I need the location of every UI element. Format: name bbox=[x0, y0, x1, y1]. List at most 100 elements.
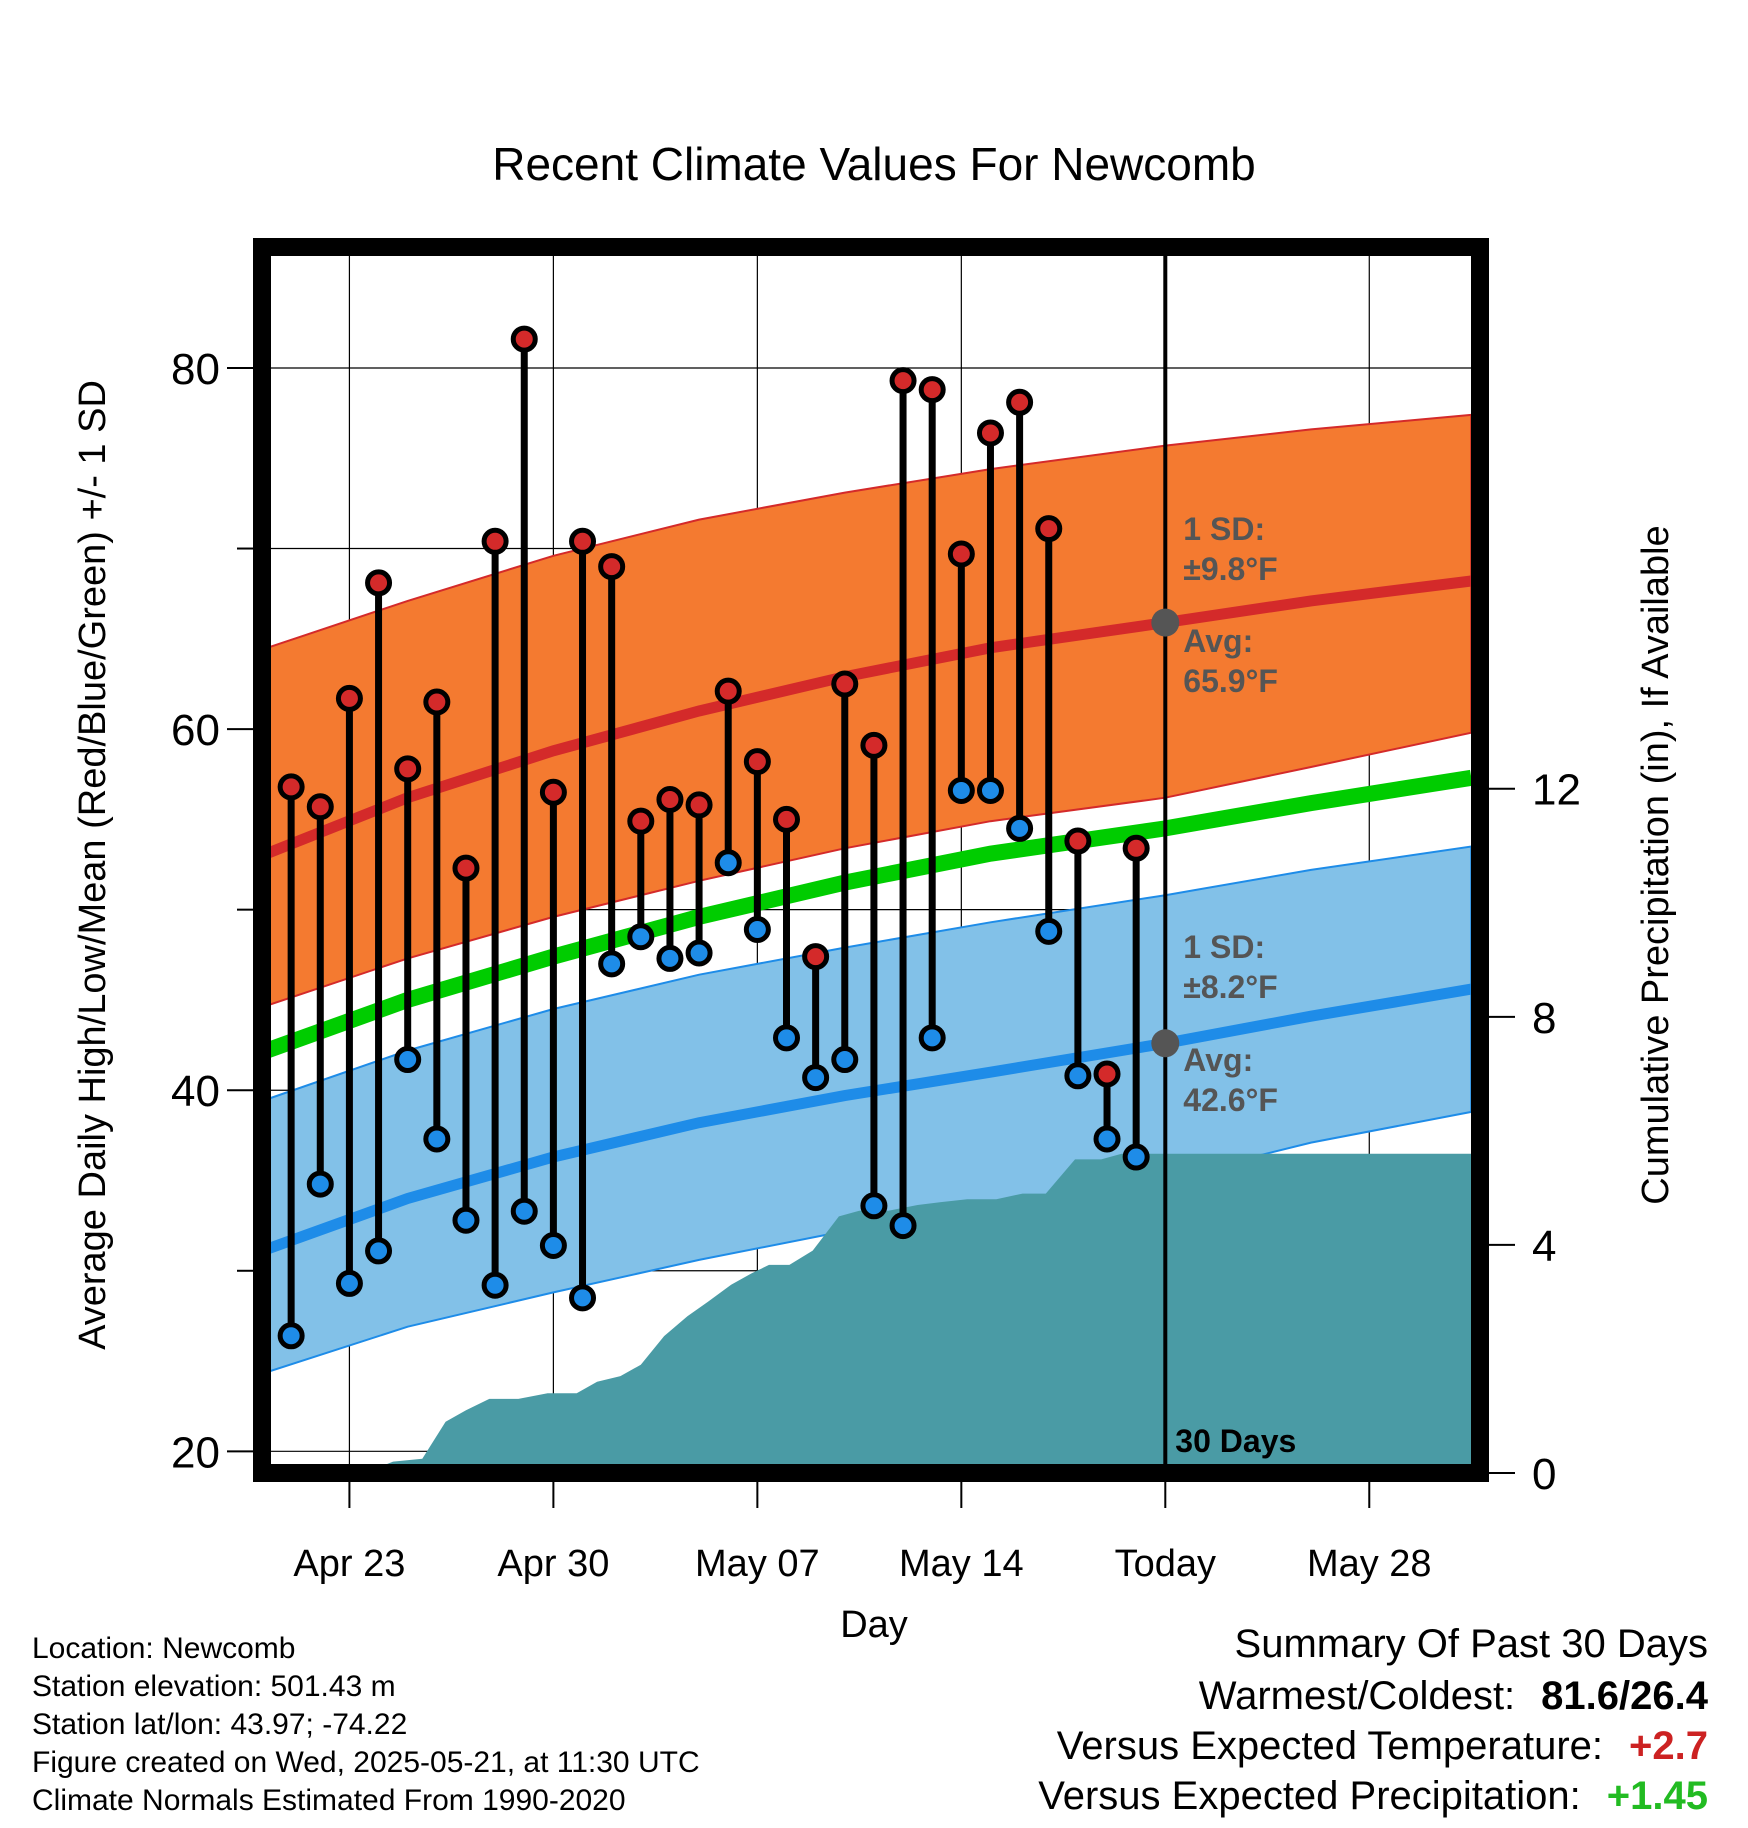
daily-low-dot-12 bbox=[598, 950, 626, 978]
x-tick-label-1: Apr 30 bbox=[497, 1543, 609, 1585]
y-tick-label-40: 40 bbox=[171, 1067, 220, 1116]
daily-high-dot-15 bbox=[685, 791, 713, 819]
daily-low-dot-5 bbox=[394, 1046, 422, 1074]
warmest-coldest-label: Warmest/Coldest: bbox=[1198, 1674, 1516, 1718]
daily-high-dot-20 bbox=[831, 670, 859, 698]
footer-created: Figure created on Wed, 2025-05-21, at 11… bbox=[32, 1746, 700, 1779]
daily-high-dot-19 bbox=[802, 943, 830, 971]
temperature-label: Versus Expected Temperature: bbox=[1056, 1724, 1604, 1768]
x-tick-label-5: May 28 bbox=[1307, 1543, 1432, 1585]
daily-high-dot-5 bbox=[394, 755, 422, 783]
daily-high-dot-16 bbox=[714, 677, 742, 705]
plot-area: 1 SD: ±9.8°F Avg: 65.9°F 1 SD: ±8.2°F Avg: 42.6… bbox=[171, 238, 1581, 1585]
daily-low-dot-6 bbox=[423, 1125, 451, 1153]
high-avg-annotation: Avg: 65.9°F bbox=[1183, 623, 1278, 699]
daily-low-dot-17 bbox=[743, 916, 771, 944]
daily-low-dot-23 bbox=[918, 1024, 946, 1052]
daily-high-dot-1 bbox=[277, 773, 305, 801]
daily-low-dot-16 bbox=[714, 849, 742, 877]
chart-title: Recent Climate Values For Newcomb bbox=[492, 138, 1256, 190]
daily-low-dot-19 bbox=[802, 1064, 830, 1092]
daily-low-dot-24 bbox=[947, 776, 975, 804]
daily-low-dot-4 bbox=[365, 1237, 393, 1265]
low-avg-annotation: Avg: 42.6°F bbox=[1183, 1042, 1278, 1118]
today-days-annotation: 30 Days bbox=[1175, 1423, 1296, 1459]
daily-high-dot-22 bbox=[889, 367, 917, 395]
daily-low-dot-26 bbox=[1006, 814, 1034, 842]
y-tick-label-20: 20 bbox=[171, 1428, 220, 1477]
precipitation-value: +1.45 bbox=[1606, 1774, 1708, 1818]
daily-high-dot-9 bbox=[510, 325, 538, 353]
daily-high-dot-2 bbox=[306, 793, 334, 821]
daily-low-dot-15 bbox=[685, 939, 713, 967]
daily-high-dot-17 bbox=[743, 748, 771, 776]
daily-high-dot-6 bbox=[423, 688, 451, 716]
daily-low-dot-22 bbox=[889, 1212, 917, 1240]
daily-high-dot-24 bbox=[947, 540, 975, 568]
daily-low-dot-8 bbox=[481, 1271, 509, 1299]
y-tick-label-60: 60 bbox=[171, 706, 220, 755]
daily-high-dot-27 bbox=[1035, 515, 1063, 543]
summary-temperature: Versus Expected Temperature: +2.7 bbox=[1057, 1724, 1708, 1769]
plot-frame bbox=[253, 238, 1489, 1482]
daily-low-dot-7 bbox=[452, 1206, 480, 1234]
y2-tick-label-0: 0 bbox=[1532, 1450, 1556, 1499]
summary-precipitation: Versus Expected Precipitation: +1.45 bbox=[1038, 1774, 1708, 1819]
daily-low-dot-2 bbox=[306, 1170, 334, 1198]
high-sd-annotation: 1 SD: ±9.8°F bbox=[1183, 511, 1277, 587]
summary-title: Summary Of Past 30 Days bbox=[1234, 1622, 1708, 1666]
daily-high-dot-29 bbox=[1093, 1060, 1121, 1088]
warmest-coldest-value: 81.6/26.4 bbox=[1541, 1674, 1708, 1718]
daily-low-dot-14 bbox=[656, 944, 684, 972]
daily-high-dot-3 bbox=[335, 684, 363, 712]
x-tick-label-4: Today bbox=[1115, 1543, 1216, 1585]
today-low-normal-marker bbox=[1151, 1029, 1180, 1058]
daily-high-dot-11 bbox=[569, 527, 597, 555]
x-tick-label-0: Apr 23 bbox=[293, 1543, 405, 1585]
daily-high-dot-25 bbox=[976, 419, 1004, 447]
daily-low-dot-20 bbox=[831, 1046, 859, 1074]
daily-high-dot-26 bbox=[1006, 388, 1034, 416]
daily-high-dot-4 bbox=[365, 569, 393, 597]
low-sd-annotation: 1 SD: ±8.2°F bbox=[1183, 929, 1277, 1005]
footer-elevation: Station elevation: 501.43 m bbox=[32, 1670, 396, 1703]
daily-high-dot-14 bbox=[656, 786, 684, 814]
daily-low-dot-11 bbox=[569, 1284, 597, 1312]
daily-low-dot-25 bbox=[976, 776, 1004, 804]
daily-high-dot-7 bbox=[452, 854, 480, 882]
daily-high-dot-18 bbox=[772, 805, 800, 833]
daily-high-dot-21 bbox=[860, 731, 888, 759]
daily-low-dot-10 bbox=[539, 1231, 567, 1259]
daily-low-dot-30 bbox=[1122, 1143, 1150, 1171]
daily-low-dot-9 bbox=[510, 1197, 538, 1225]
y-axis-label: Average Daily High/Low/Mean (Red/Blue/Gr… bbox=[72, 380, 114, 1350]
x-axis-label: Day bbox=[840, 1604, 908, 1646]
daily-low-dot-13 bbox=[627, 923, 655, 951]
temperature-value: +2.7 bbox=[1629, 1724, 1708, 1768]
daily-high-dot-12 bbox=[598, 553, 626, 581]
summary-warmest-coldest: Warmest/Coldest: 81.6/26.4 bbox=[1199, 1674, 1708, 1719]
daily-low-dot-1 bbox=[277, 1322, 305, 1350]
daily-high-dot-10 bbox=[539, 778, 567, 806]
x-tick-label-3: May 14 bbox=[899, 1543, 1024, 1585]
daily-high-dot-28 bbox=[1064, 827, 1092, 855]
daily-low-dot-28 bbox=[1064, 1062, 1092, 1090]
y2-tick-label-8: 8 bbox=[1532, 994, 1556, 1043]
daily-high-dot-8 bbox=[481, 527, 509, 555]
today-high-normal-marker bbox=[1151, 608, 1180, 637]
y-tick-label-80: 80 bbox=[171, 345, 220, 394]
daily-low-dot-18 bbox=[772, 1024, 800, 1052]
footer-latlon: Station lat/lon: 43.97; -74.22 bbox=[32, 1708, 408, 1741]
daily-high-dot-13 bbox=[627, 807, 655, 835]
footer-normals: Climate Normals Estimated From 1990-2020 bbox=[32, 1784, 626, 1817]
y2-tick-label-12: 12 bbox=[1532, 766, 1581, 815]
precipitation-label: Versus Expected Precipitation: bbox=[1038, 1774, 1581, 1818]
precipitation-area bbox=[262, 1153, 1472, 1473]
x-tick-label-2: May 07 bbox=[695, 1543, 820, 1585]
y2-axis-label: Cumulative Precipitation (in), If Availa… bbox=[1635, 525, 1677, 1204]
daily-low-dot-27 bbox=[1035, 917, 1063, 945]
daily-low-dot-21 bbox=[860, 1192, 888, 1220]
y2-tick-label-4: 4 bbox=[1532, 1222, 1556, 1271]
low-normal-line bbox=[260, 983, 1473, 1257]
